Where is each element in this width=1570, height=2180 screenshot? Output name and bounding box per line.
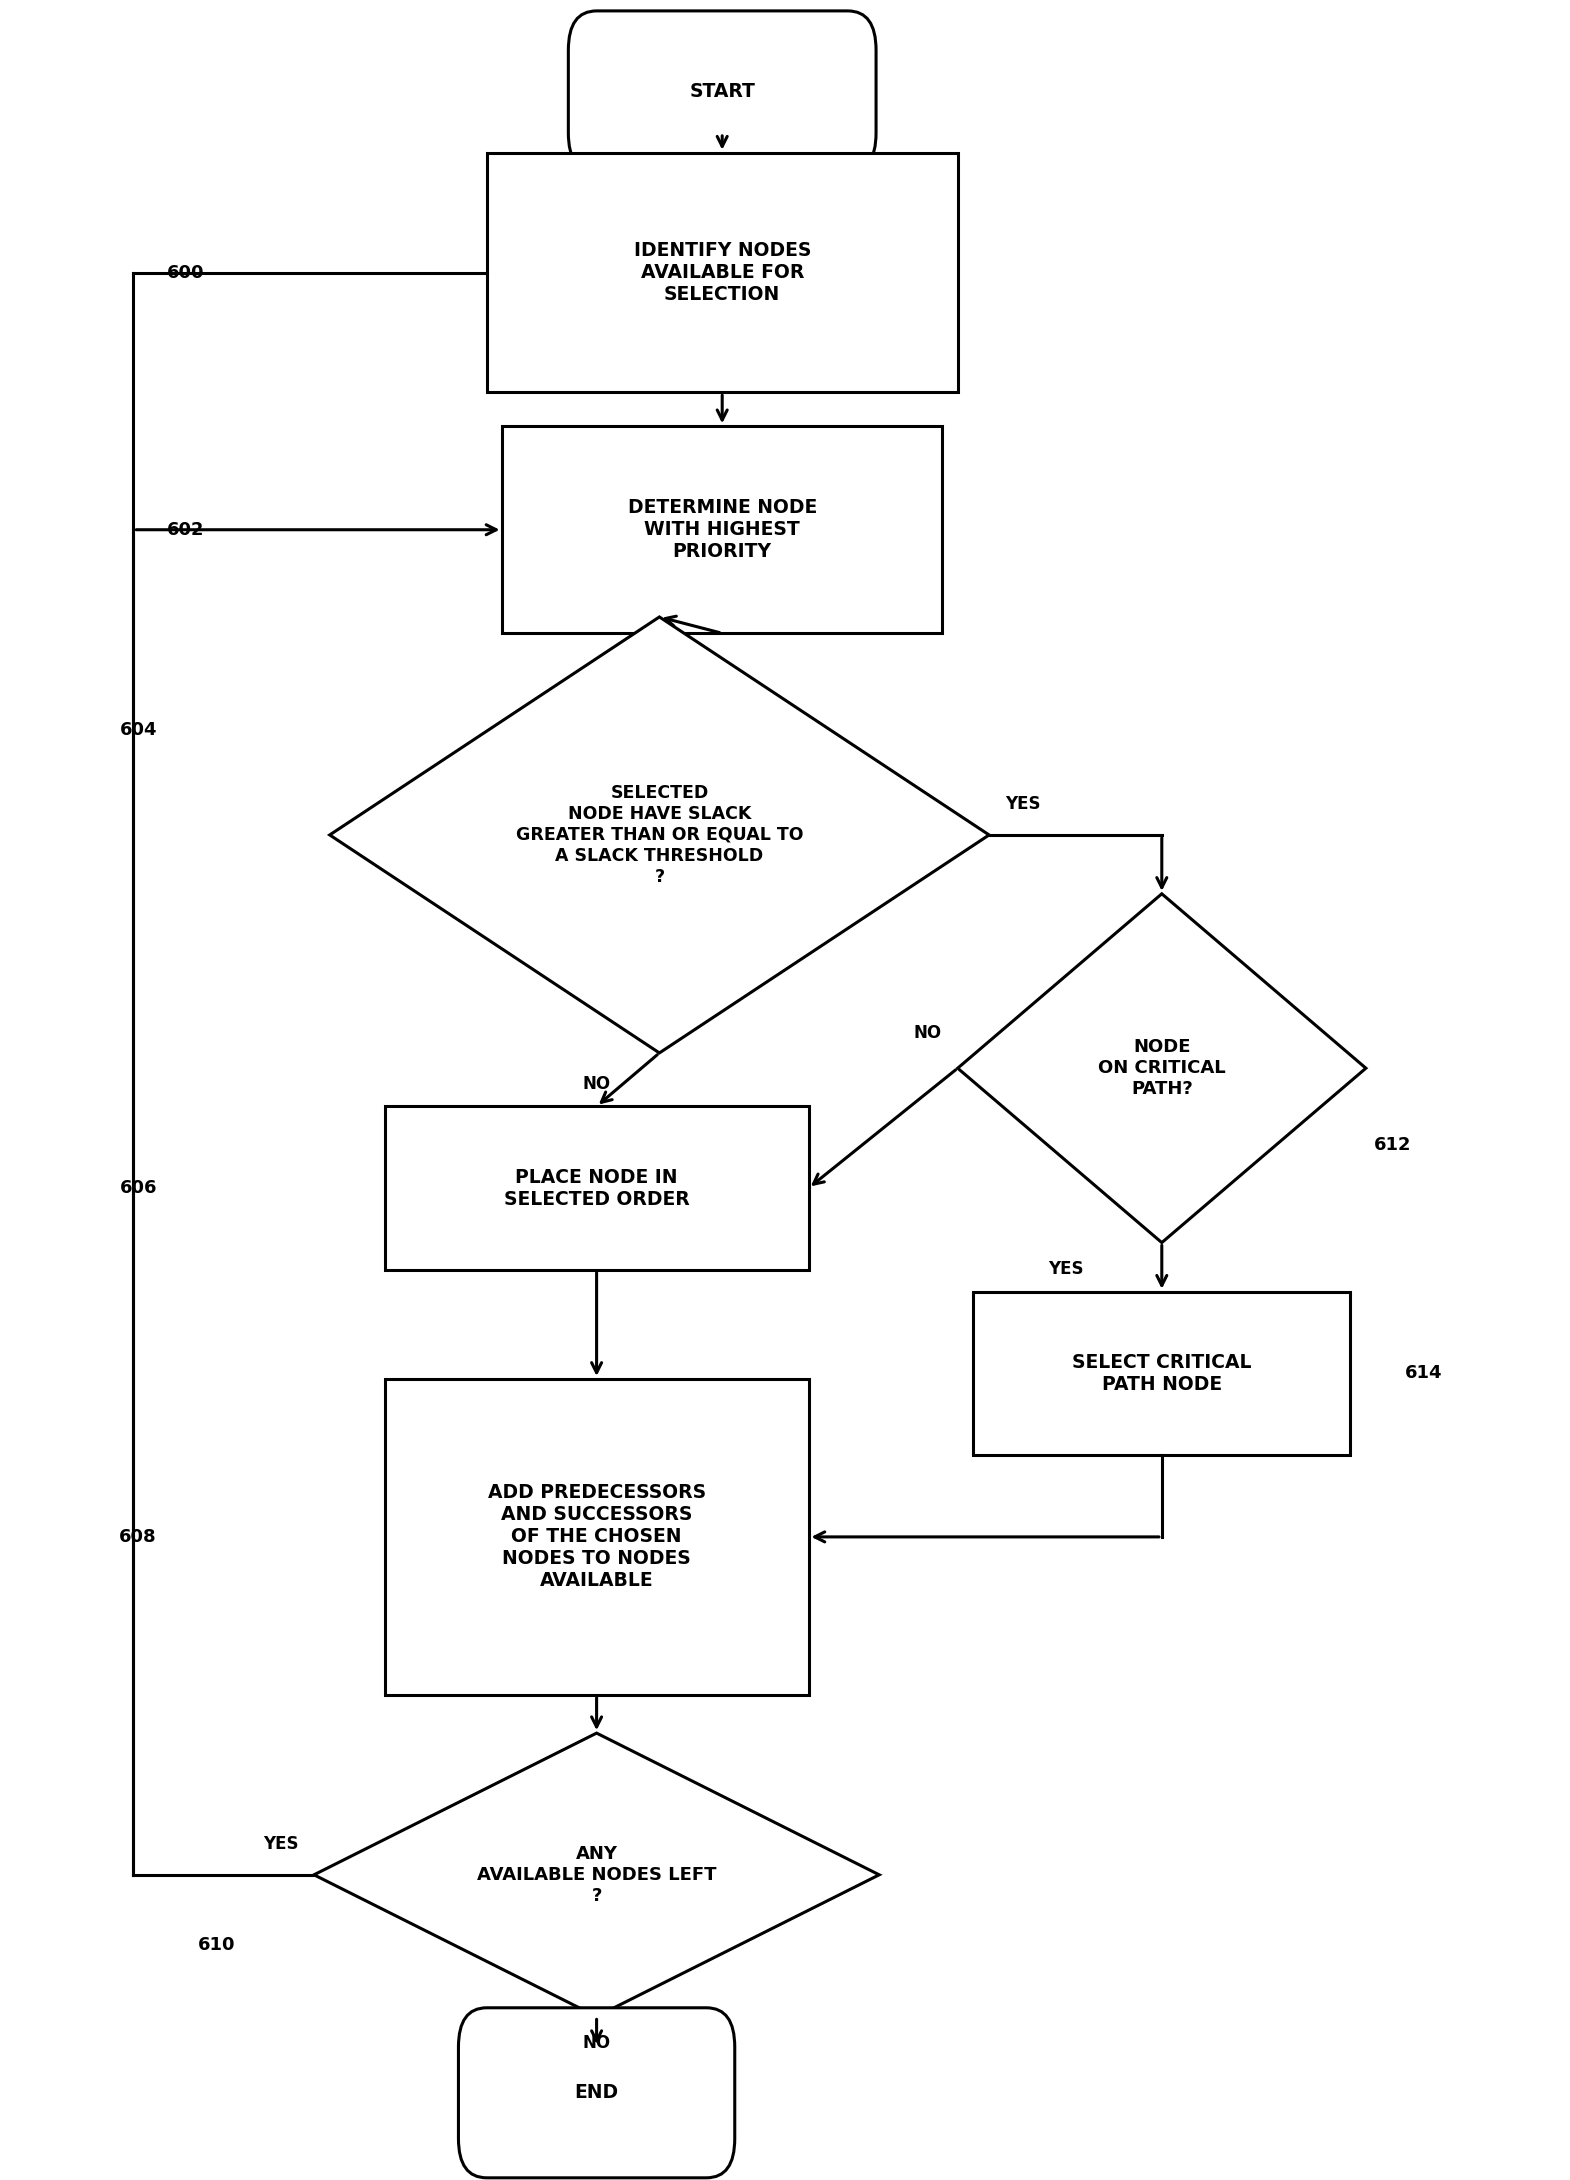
Bar: [385, 1107, 809, 1269]
Text: 602: 602: [166, 521, 204, 538]
Text: 612: 612: [1374, 1136, 1411, 1153]
Text: ANY
AVAILABLE NODES LEFT
?: ANY AVAILABLE NODES LEFT ?: [477, 1844, 716, 1905]
Polygon shape: [958, 894, 1366, 1243]
Text: 610: 610: [198, 1936, 236, 1953]
Text: YES: YES: [262, 1836, 298, 1853]
Text: DETERMINE NODE
WITH HIGHEST
PRIORITY: DETERMINE NODE WITH HIGHEST PRIORITY: [628, 499, 816, 560]
Text: YES: YES: [1005, 796, 1041, 813]
Bar: [487, 153, 958, 392]
Text: 600: 600: [166, 264, 204, 281]
Text: NO: NO: [914, 1025, 942, 1042]
Text: START: START: [689, 83, 755, 100]
Text: PLACE NODE IN
SELECTED ORDER: PLACE NODE IN SELECTED ORDER: [504, 1168, 689, 1208]
Text: 604: 604: [119, 722, 157, 739]
Text: 606: 606: [119, 1179, 157, 1197]
Bar: [973, 1291, 1350, 1456]
Bar: [385, 1380, 809, 1696]
Polygon shape: [314, 1733, 879, 2017]
FancyBboxPatch shape: [458, 2008, 735, 2178]
Text: 608: 608: [119, 1528, 157, 1546]
Text: NODE
ON CRITICAL
PATH?: NODE ON CRITICAL PATH?: [1097, 1038, 1226, 1099]
Text: NO: NO: [582, 2034, 611, 2051]
Polygon shape: [330, 617, 989, 1053]
Bar: [502, 427, 942, 634]
Text: 614: 614: [1405, 1365, 1443, 1382]
Text: ADD PREDECESSORS
AND SUCCESSORS
OF THE CHOSEN
NODES TO NODES
AVAILABLE: ADD PREDECESSORS AND SUCCESSORS OF THE C…: [488, 1482, 705, 1591]
Text: YES: YES: [1047, 1260, 1083, 1277]
Text: END: END: [575, 2084, 619, 2102]
Text: IDENTIFY NODES
AVAILABLE FOR
SELECTION: IDENTIFY NODES AVAILABLE FOR SELECTION: [634, 242, 810, 303]
Text: SELECT CRITICAL
PATH NODE: SELECT CRITICAL PATH NODE: [1072, 1354, 1251, 1393]
FancyBboxPatch shape: [568, 11, 876, 172]
Text: NO: NO: [582, 1075, 611, 1092]
Text: SELECTED
NODE HAVE SLACK
GREATER THAN OR EQUAL TO
A SLACK THRESHOLD
?: SELECTED NODE HAVE SLACK GREATER THAN OR…: [515, 785, 804, 885]
